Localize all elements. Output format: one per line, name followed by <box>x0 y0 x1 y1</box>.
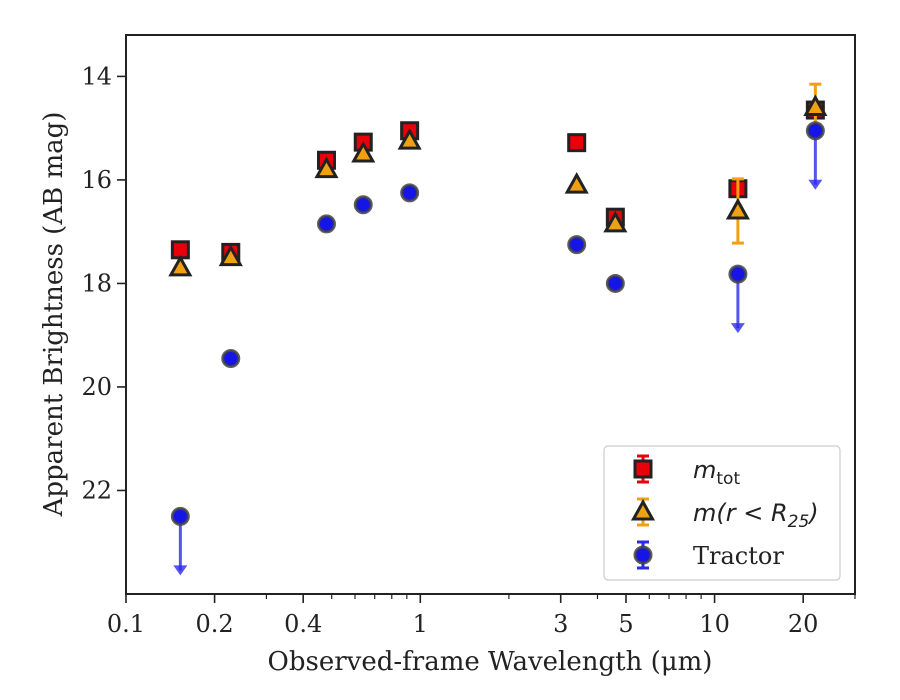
x-tick-label: 3 <box>553 610 568 638</box>
legend-label-tail: ) <box>807 499 818 527</box>
x-tick-label: 0.1 <box>107 610 145 638</box>
legend-label-main: m <box>693 456 716 484</box>
legend: mtot m(r < R25) Tractor <box>603 445 841 581</box>
upper-limit-arrowhead <box>173 565 188 576</box>
y-tick-label: 14 <box>81 62 112 90</box>
x-axis-ticks: 0.1 0.2 0.4 1 3 5 10 20 <box>107 594 856 638</box>
y-axis-label: Apparent Brightness (AB mag) <box>39 112 69 518</box>
series-triangle <box>168 82 828 277</box>
data-point-triangle <box>168 254 193 277</box>
data-point-triangle <box>564 172 589 194</box>
legend-label-subscript: tot <box>716 469 740 489</box>
y-axis-ticks: 14 16 18 20 22 <box>81 62 126 504</box>
data-point-triangle <box>725 197 750 220</box>
y-tick-label: 16 <box>81 166 112 194</box>
legend-label-subscript: 25 <box>788 512 810 532</box>
x-tick-label: 0.4 <box>284 610 322 638</box>
legend-box <box>603 445 841 581</box>
legend-label: mtot <box>693 456 740 489</box>
x-tick-label: 20 <box>788 610 819 638</box>
data-point-triangle <box>630 498 656 521</box>
x-axis-label: Observed-frame Wavelength (μm) <box>268 647 713 677</box>
x-tick-label: 5 <box>618 610 633 638</box>
data-point-triangle <box>314 156 339 179</box>
upper-limit-arrowhead <box>808 179 823 190</box>
y-tick-label: 18 <box>81 269 112 297</box>
plot-frame <box>125 34 856 595</box>
series-square <box>170 100 825 262</box>
x-tick-label: 1 <box>413 610 428 638</box>
data-point-triangle <box>397 128 422 150</box>
legend-label: Tractor <box>693 542 784 570</box>
upper-limit-arrowhead <box>730 323 745 334</box>
y-tick-label: 22 <box>81 476 112 504</box>
data-point-triangle <box>218 244 243 267</box>
data-point-square <box>567 133 587 153</box>
data-point-triangle <box>803 94 828 116</box>
data-point-circle <box>633 545 653 565</box>
legend-label: m(r < R25) <box>693 499 819 532</box>
x-tick-label: 0.2 <box>196 610 234 638</box>
y-tick-label: 20 <box>81 373 112 401</box>
legend-label-main: m(r < R <box>693 499 788 527</box>
data-point-triangle <box>351 140 376 163</box>
data-point-square <box>633 459 653 479</box>
series-circle <box>170 121 825 576</box>
legend-label-main: Tractor <box>693 542 784 570</box>
data-point-triangle <box>603 210 628 233</box>
data-marks <box>168 82 828 576</box>
x-tick-label: 10 <box>699 610 730 638</box>
